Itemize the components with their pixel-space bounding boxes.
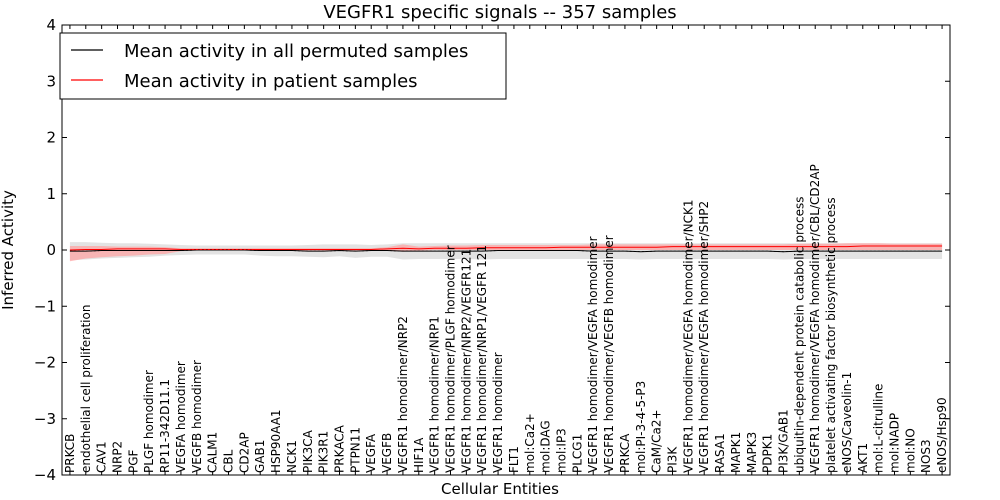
x-tick-label: PLCG1 <box>570 434 584 473</box>
x-tick-label: PIK3R1 <box>317 431 331 473</box>
x-tick-label: VEGFR1 homodimer/NRP1/VEGFR 121 <box>475 245 489 473</box>
x-tick-label: CD2AP <box>237 432 251 473</box>
x-tick-label: PTPN11 <box>348 427 362 473</box>
x-tick-label: endothelial cell proliferation <box>79 305 93 473</box>
x-tick-label: CALM1 <box>206 432 220 473</box>
x-tick-label: PLGF homodimer <box>142 370 156 473</box>
y-tick-label: 0 <box>46 241 56 259</box>
confidence-band-1 <box>69 243 943 262</box>
y-tick-label: −1 <box>34 297 56 315</box>
x-tick-label: mol:L-citrulline <box>872 384 886 473</box>
x-tick-label: mol:IP3 <box>555 428 569 473</box>
x-tick-label: FLT1 <box>507 446 521 473</box>
x-tick-label: mol:NADP <box>888 413 902 473</box>
x-tick-label: CAV1 <box>95 441 109 473</box>
legend-label-patient: Mean activity in patient samples <box>124 71 418 92</box>
x-tick-label: eNOS/Hsp90 <box>935 397 949 473</box>
x-tick-label: VEGFR1 homodimer/PLGF homodimer <box>444 245 458 473</box>
x-tick-label: VEGFA homodimer <box>174 361 188 473</box>
x-tick-label: VEGFR1 homodimer/VEGFA homodimer/SHP2 <box>697 201 711 473</box>
x-tick-label: GAB1 <box>253 440 267 473</box>
x-tick-label: AKT1 <box>856 443 870 473</box>
y-tick-label: 4 <box>46 16 56 34</box>
x-tick-label: PGF <box>126 449 140 473</box>
x-tick-label: mol:NO <box>903 428 917 473</box>
plot-area: −4 −3 −2 −1 0 1 2 3 4 PRKCB endothelial cell proli… <box>34 16 951 484</box>
x-tick-label: PIK3CA <box>301 429 315 473</box>
x-tick-label: CaM/Ca2+ <box>650 409 664 473</box>
y-tick-label: 1 <box>46 185 56 203</box>
x-tick-label: MAPK3 <box>745 432 759 473</box>
x-tick-label: VEGFA <box>364 433 378 473</box>
x-tick-label: NRP2 <box>111 441 125 473</box>
x-tick-label: PI3K/GAB1 <box>777 409 791 473</box>
x-tick-label: VEGFR1 homodimer/VEGFA homodimer/CBL/CD2… <box>808 164 822 473</box>
x-tick-label: PDPK1 <box>761 434 775 473</box>
x-axis-label: Cellular Entities <box>441 480 559 498</box>
x-tick-label: PI3K <box>666 446 680 473</box>
x-tick-label: HSP90AA1 <box>269 409 283 473</box>
series-line-1 <box>69 245 943 251</box>
y-axis-label: Inferred Activity <box>0 190 17 310</box>
chart-title: VEGFR1 specific signals -- 357 samples <box>323 2 676 23</box>
legend: Mean activity in all permuted samples Me… <box>59 32 507 100</box>
x-tick-label: mol:DAG <box>539 420 553 473</box>
x-tick-label: NCK1 <box>285 440 299 473</box>
x-tick-label: VEGFR1 homodimer/VEGFB homodimer <box>602 235 616 473</box>
x-tick-label: platelet activating factor biosynthetic … <box>824 197 838 473</box>
x-tick-label: RASA1 <box>713 433 727 473</box>
x-tick-label: eNOS/Caveolin-1 <box>840 372 854 473</box>
x-tick-label: MAPK1 <box>729 432 743 473</box>
y-tick-label: 2 <box>46 129 56 147</box>
x-tick-label: CBL <box>222 449 236 473</box>
x-tick-label: ubiquitin-dependent protein catabolic pr… <box>792 197 806 473</box>
y-tick-label: −4 <box>34 466 56 484</box>
x-tick-label: PRKACA <box>333 424 347 473</box>
y-tick-label: −2 <box>34 354 56 372</box>
x-tick-label: VEGFB <box>380 433 394 473</box>
legend-label-permuted: Mean activity in all permuted samples <box>124 41 468 62</box>
y-tick-label: 3 <box>46 72 56 90</box>
x-tick-label: VEGFR1 homodimer <box>491 352 505 473</box>
x-tick-label: VEGFB homodimer <box>190 360 204 473</box>
y-tick-label: −3 <box>34 410 56 428</box>
x-tick-label: NOS3 <box>919 439 933 473</box>
x-tick-label: VEGFR1 homodimer/NRP1 <box>428 316 442 473</box>
series-line-dashed <box>69 249 943 253</box>
x-tick-label: mol:PI-3-4-5-P3 <box>634 381 648 473</box>
x-tick-label: HIF1A <box>412 437 426 473</box>
x-tick-label: VEGFR1 homodimer/VEGFA homodimer/NCK1 <box>681 199 695 473</box>
x-tick-label: VEGFR1 homodimer/VEGFA homodimer <box>586 236 600 473</box>
x-tick-label: RP11-342D11.1 <box>158 379 172 473</box>
legend-box <box>59 32 507 100</box>
x-tick-label: PRKCB <box>63 434 77 473</box>
x-tick-label: PRKCA <box>618 433 632 473</box>
x-tick-label: VEGFR1 homodimer/NRP2/VEGFR121 <box>459 249 473 473</box>
x-tick-label: VEGFR1 homodimer/NRP2 <box>396 316 410 473</box>
x-tick-label: mol:Ca2+ <box>523 413 537 473</box>
